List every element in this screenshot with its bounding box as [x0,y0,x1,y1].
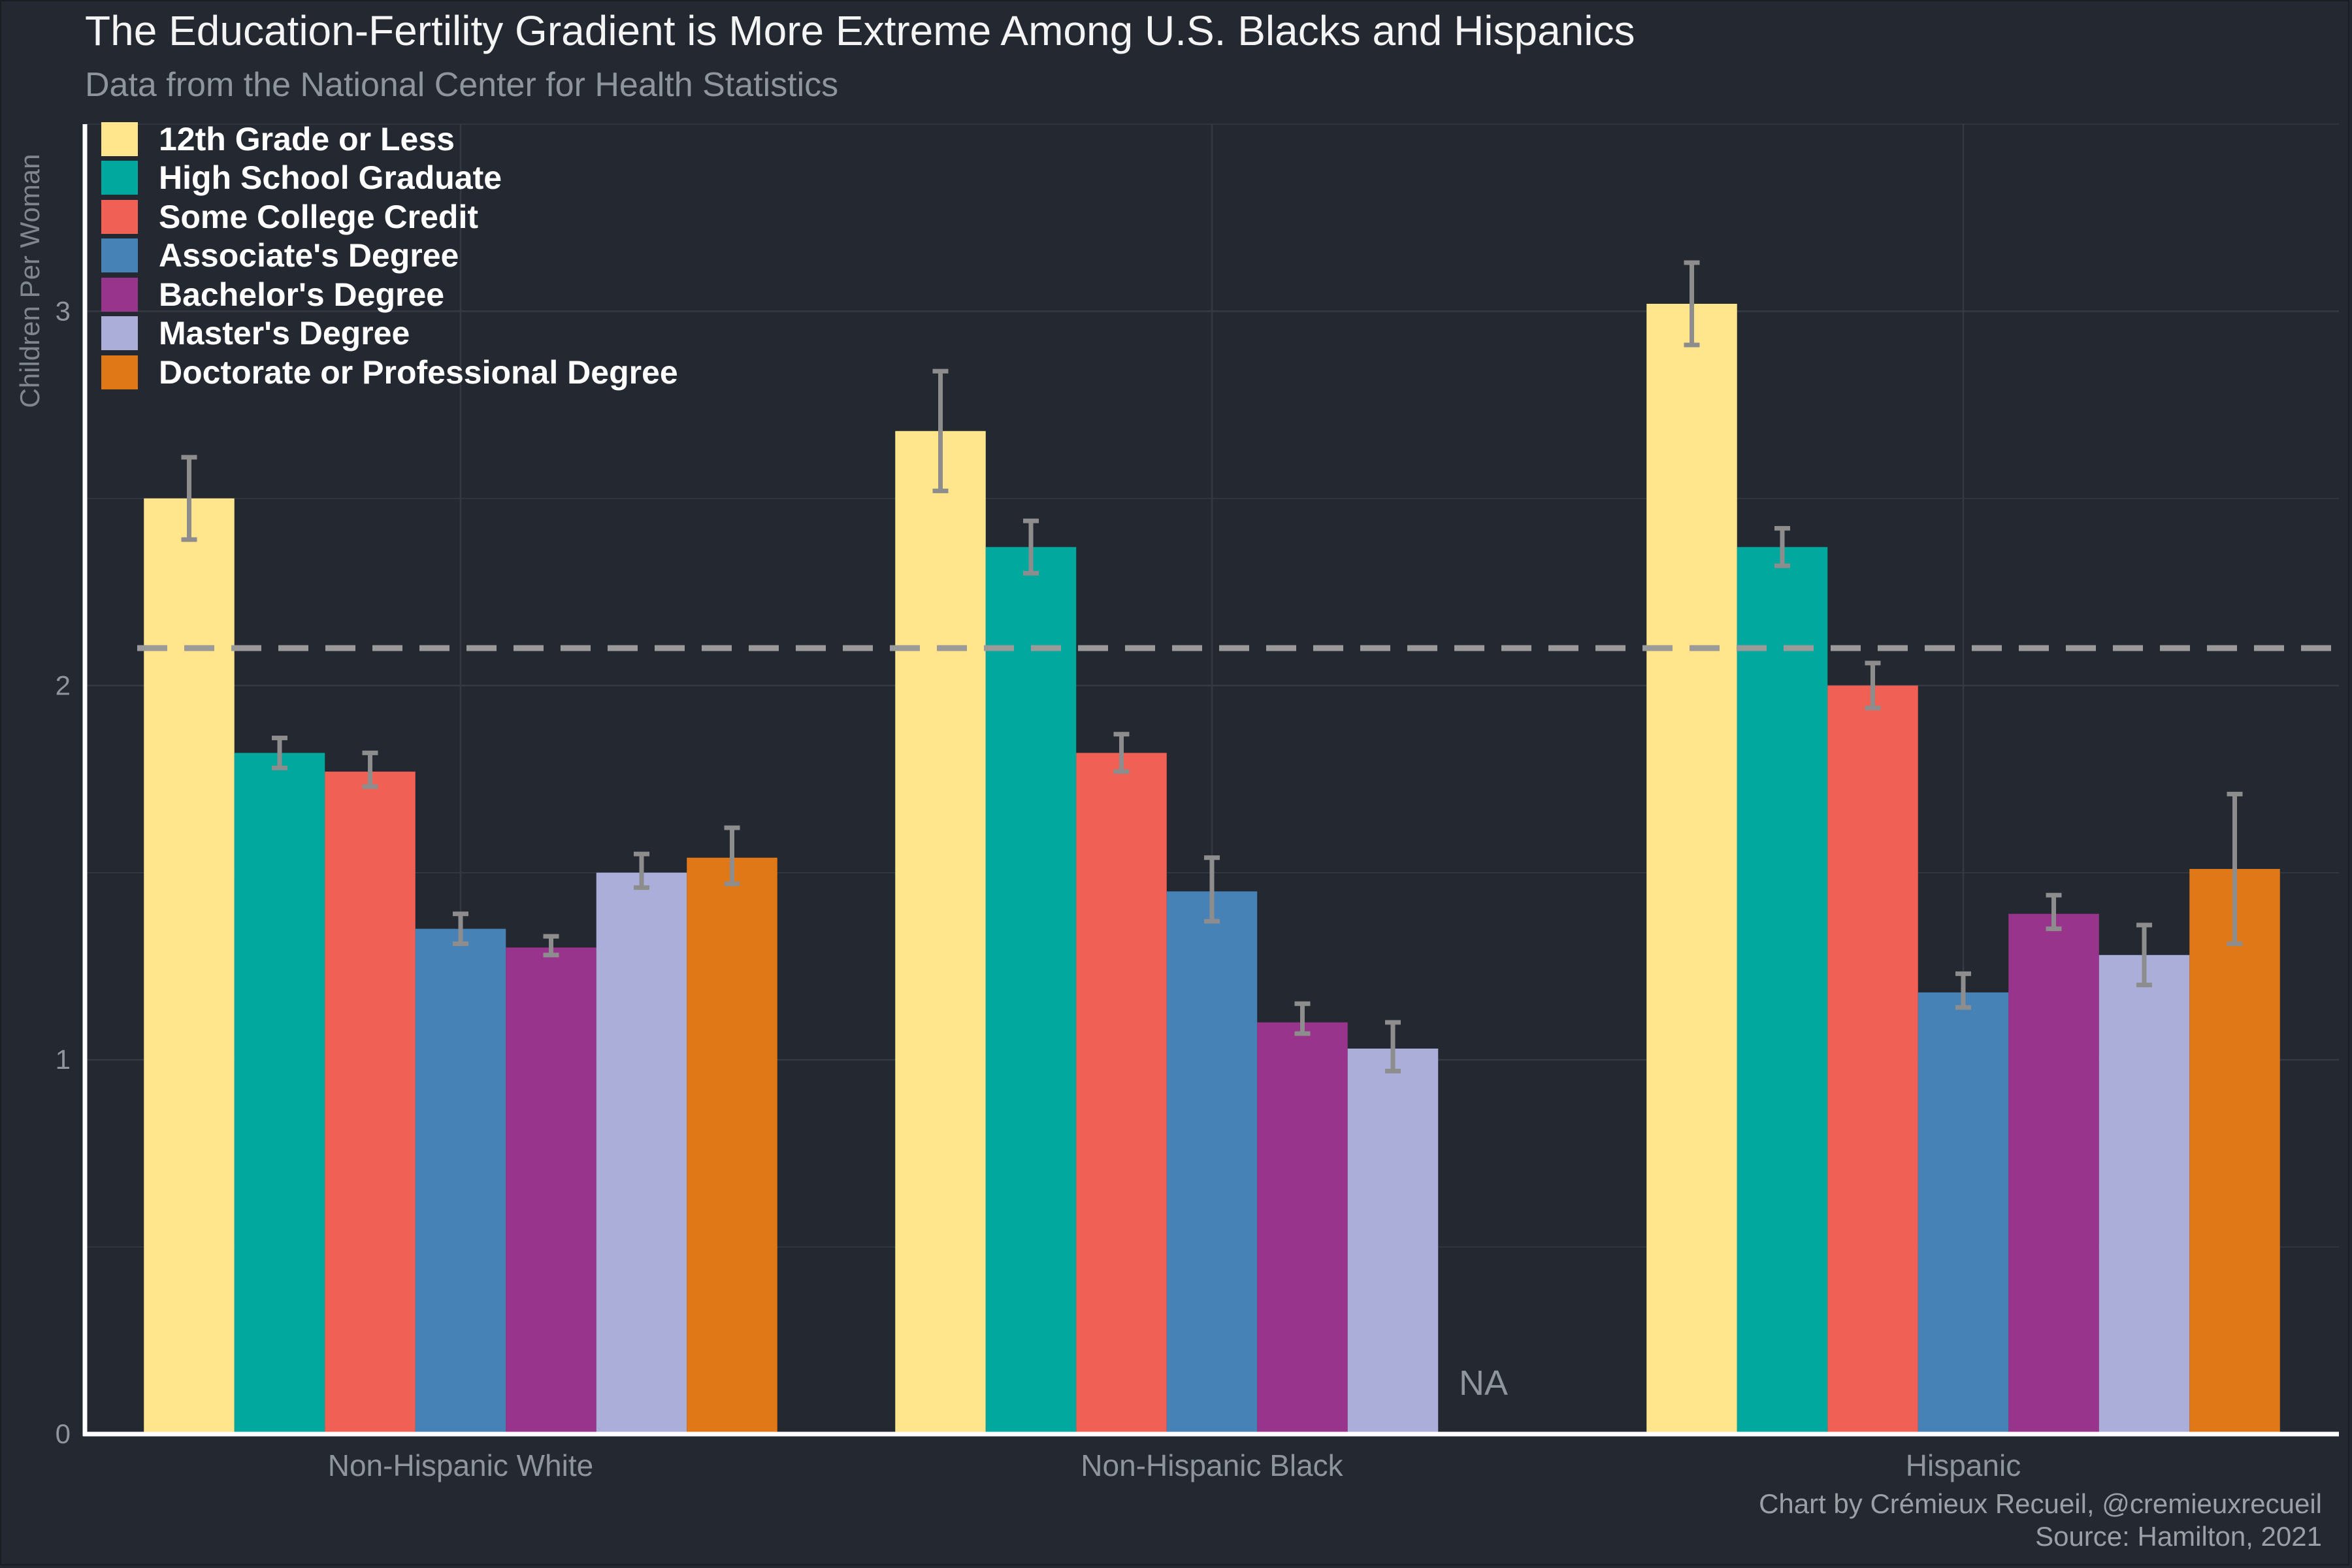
legend-swatch [101,355,138,389]
error-bars [181,260,2243,1073]
legend-swatch [101,277,138,312]
bar [1737,547,1828,1434]
legend-item: High School Graduate [101,159,678,198]
na-label: NA [1459,1364,1508,1403]
axis-labels: NA 0 1 2 3 Non-Hispanic White Non-Hispanic Bla… [14,154,2021,1482]
legend-label: Associate's Degree [159,237,459,274]
chart-title: The Education-Fertility Gradient is More… [85,7,1635,54]
legend-label: Some College Credit [159,198,478,235]
y-tick-label: 0 [56,1418,71,1449]
bar [2008,913,2099,1434]
bar [415,928,506,1434]
bar [895,431,986,1434]
legend-swatch [101,238,138,273]
legend-swatch [101,199,138,234]
legend-swatch [101,161,138,195]
legend-label: Bachelor's Degree [159,276,445,313]
y-axis-title: Children Per Woman [14,154,45,408]
bar [144,498,235,1434]
chart-subtitle: Data from the National Center for Health… [85,66,839,104]
bar [234,753,325,1434]
legend-label: Master's Degree [159,315,410,352]
bar [1076,753,1167,1434]
bar [1827,685,1918,1434]
bar [2099,955,2190,1434]
legend-item: Doctorate or Professional Degree [101,353,678,392]
bar [596,872,687,1434]
legend: 12th Grade or Less High School Graduate … [101,120,678,392]
axes [82,124,2339,1437]
y-tick-label: 2 [56,670,71,700]
bar [1257,1022,1348,1434]
legend-swatch [101,122,138,156]
legend-item: Master's Degree [101,314,678,353]
bars [144,303,2280,1434]
legend-item: Associate's Degree [101,237,678,276]
legend-label: Doctorate or Professional Degree [159,353,678,391]
bar [325,772,416,1434]
bar [2189,868,2280,1434]
bar [1918,992,2009,1434]
x-tick-label: Non-Hispanic Black [1081,1448,1343,1482]
x-tick-label: Hispanic [1906,1448,2021,1482]
chart-credit: Chart by Crémieux Recueil, @cremieuxrecu… [1759,1488,2322,1519]
legend-item: Some College Credit [101,197,678,237]
y-tick-label: 3 [56,295,71,326]
bar [506,947,596,1434]
legend-item: Bachelor's Degree [101,275,678,314]
legend-label: 12th Grade or Less [159,120,455,157]
x-tick-label: Non-Hispanic White [328,1448,593,1482]
bar [687,857,777,1434]
y-tick-label: 1 [56,1044,71,1075]
bar [1166,891,1258,1434]
bar [1646,303,1737,1434]
chart-source: Source: Hamilton, 2021 [2035,1521,2322,1552]
legend-swatch [101,316,138,351]
legend-label: High School Graduate [159,159,502,197]
bar [985,547,1077,1434]
legend-item: 12th Grade or Less [101,120,678,159]
bar [1347,1048,1439,1434]
